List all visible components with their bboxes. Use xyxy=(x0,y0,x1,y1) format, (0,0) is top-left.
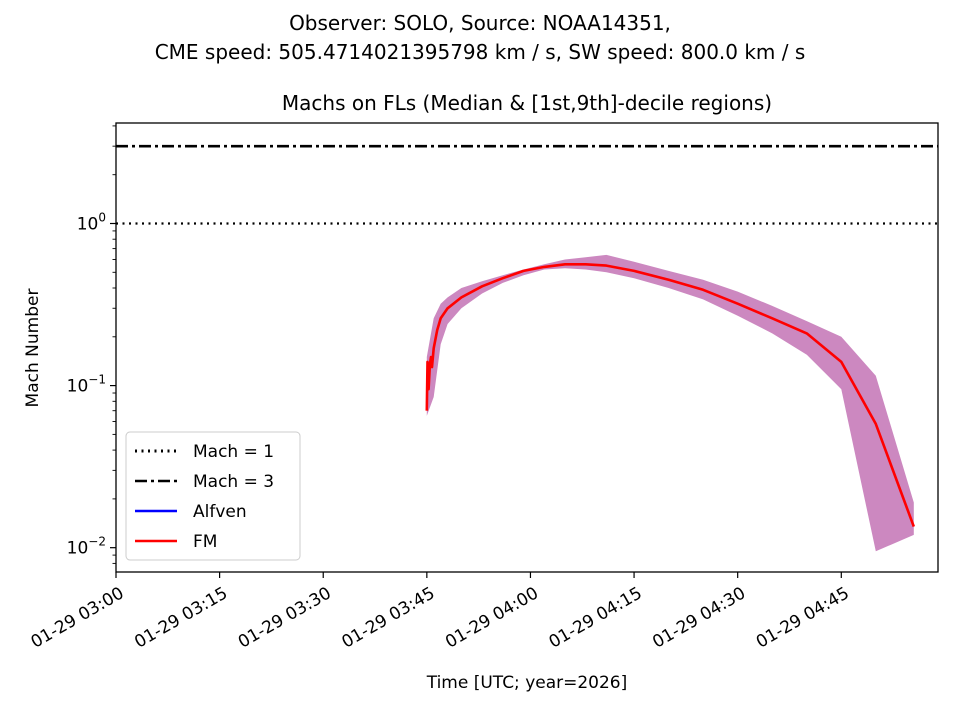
x-tick-label: 01-29 04:15 xyxy=(546,583,646,652)
x-tick-label: 01-29 04:00 xyxy=(442,583,542,652)
x-axis-label: Time [UTC; year=2026] xyxy=(426,673,628,693)
x-tick-label: 01-29 03:30 xyxy=(235,583,335,652)
figure-suptitle-line2: CME speed: 505.4714021395798 km / s, SW … xyxy=(154,40,806,64)
y-tick-label: 100 xyxy=(77,210,106,234)
x-tick-label: 01-29 03:00 xyxy=(28,583,128,652)
legend-label: Alfven xyxy=(193,502,247,522)
y-tick-label: 10−1 xyxy=(67,373,106,397)
axes-frame xyxy=(115,122,939,573)
legend-box xyxy=(125,431,301,561)
legend-label: FM xyxy=(193,532,217,552)
legend-label: Mach = 3 xyxy=(193,472,274,492)
chart-title: Machs on FLs (Median & [1st,9th]-decile … xyxy=(281,91,773,115)
x-tick-label: 01-29 03:45 xyxy=(338,583,438,652)
figure-suptitle-line1: Observer: SOLO, Source: NOAA14351, xyxy=(289,11,671,35)
x-tick-label: 01-29 04:45 xyxy=(753,583,853,652)
legend-label: Mach = 1 xyxy=(193,442,274,462)
x-tick-label: 01-29 04:30 xyxy=(649,583,749,652)
fm-median-line xyxy=(425,263,916,528)
y-tick-label: 10−2 xyxy=(67,535,106,559)
fm-decile-band xyxy=(426,254,914,552)
x-tick-label: 01-29 03:15 xyxy=(131,583,231,652)
